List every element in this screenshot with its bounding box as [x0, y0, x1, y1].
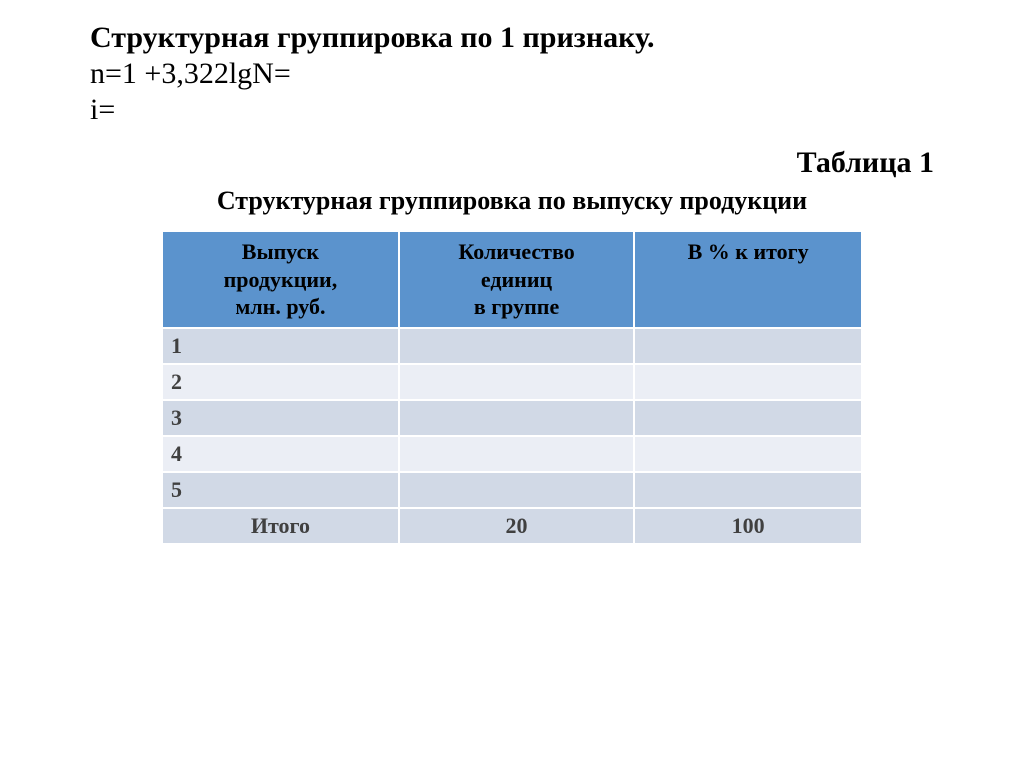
table-row: 5 [163, 472, 861, 508]
table-total-row: Итого 20 100 [163, 508, 861, 543]
col-header-1: Выпуск продукции, млн. руб. [163, 232, 399, 328]
total-count: 20 [399, 508, 634, 543]
table-row: 3 [163, 400, 861, 436]
cell: 4 [163, 436, 399, 472]
heading-line1: Структурная группировка по 1 признаку. [90, 20, 934, 56]
table-row: 2 [163, 364, 861, 400]
col-header-1-l1: Выпуск [171, 238, 390, 266]
col-header-1-l2: продукции, [171, 266, 390, 294]
cell [399, 436, 634, 472]
cell [399, 364, 634, 400]
cell: 2 [163, 364, 399, 400]
total-label: Итого [163, 508, 399, 543]
col-header-3-l1: В % к итогу [643, 238, 853, 266]
cell [634, 328, 861, 364]
col-header-3: В % к итогу [634, 232, 861, 328]
cell [634, 436, 861, 472]
table-label: Таблица 1 [90, 146, 934, 180]
table-row: 4 [163, 436, 861, 472]
cell: 1 [163, 328, 399, 364]
cell [634, 364, 861, 400]
table-header-row: Выпуск продукции, млн. руб. Количество е… [163, 232, 861, 328]
table-row: 1 [163, 328, 861, 364]
heading-line3: i= [90, 92, 934, 128]
col-header-1-l3: млн. руб. [171, 293, 390, 321]
data-table: Выпуск продукции, млн. руб. Количество е… [163, 232, 861, 543]
col-header-2-l2: единиц [408, 266, 625, 294]
page: Структурная группировка по 1 признаку. n… [0, 0, 1024, 543]
cell [399, 400, 634, 436]
cell [634, 472, 861, 508]
col-header-2-l1: Количество [408, 238, 625, 266]
cell [399, 472, 634, 508]
table-title: Структурная группировка по выпуску проду… [90, 186, 934, 216]
col-header-2: Количество единиц в группе [399, 232, 634, 328]
cell [399, 328, 634, 364]
cell [634, 400, 861, 436]
heading-line2: n=1 +3,322lgN= [90, 56, 934, 92]
cell: 3 [163, 400, 399, 436]
cell: 5 [163, 472, 399, 508]
col-header-2-l3: в группе [408, 293, 625, 321]
total-pct: 100 [634, 508, 861, 543]
